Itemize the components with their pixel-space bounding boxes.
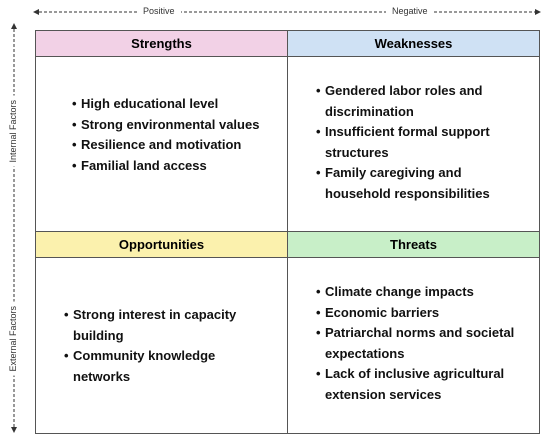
list-item: Climate change impacts [316,282,526,303]
quadrant-header: Strengths [36,31,287,57]
list-item: Patriarchal norms and societal expectati… [316,323,526,364]
list-item: Family caregiving and household responsi… [316,163,506,204]
list-item: Strong interest in capacity building [64,305,244,346]
axis-label: Positive [137,6,181,16]
list-item: Strong environmental values [72,115,272,136]
item-list: High educational levelStrong environment… [72,94,272,176]
item-list: Strong interest in capacity buildingComm… [64,305,244,387]
list-item: Lack of inclusive agricultural extension… [316,364,526,405]
quadrant-header: Weaknesses [288,31,539,57]
list-item: Community knowledge networks [64,346,244,387]
quadrant-header: Opportunities [36,232,287,258]
list-item: Familial land access [72,156,272,177]
list-item: Insufficient formal support structures [316,122,506,163]
axis-label: Negative [386,6,434,16]
item-list: Climate change impactsEconomic barriersP… [316,282,526,405]
list-item: Resilience and motivation [72,135,272,156]
list-item: Gendered labor roles and discrimination [316,81,506,122]
axis-label: Internal Factors [8,96,18,167]
quadrant-header: Threats [288,232,539,258]
axis-label: External Factors [8,302,18,376]
item-list: Gendered labor roles and discriminationI… [316,81,506,204]
list-item: Economic barriers [316,303,526,324]
list-item: High educational level [72,94,272,115]
